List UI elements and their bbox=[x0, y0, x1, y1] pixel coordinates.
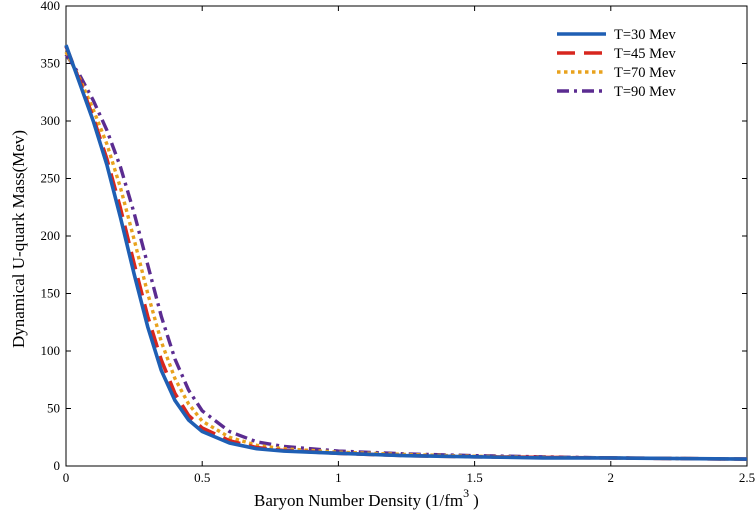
x-tick-label: 2.5 bbox=[739, 470, 755, 485]
y-tick-label: 100 bbox=[41, 343, 61, 358]
x-tick-label: 1 bbox=[335, 470, 342, 485]
legend-label: T=30 Mev bbox=[614, 27, 676, 43]
y-tick-label: 350 bbox=[41, 56, 61, 71]
series-line-t-70-mev bbox=[64, 51, 748, 461]
series-lines bbox=[64, 44, 748, 461]
x-tick-label: 1.5 bbox=[466, 470, 482, 485]
x-axis-title: Baryon Number Density (1/fm3) bbox=[254, 486, 479, 510]
x-tick-label: 0.5 bbox=[194, 470, 210, 485]
x-tick-label: 2 bbox=[608, 470, 615, 485]
y-tick-label: 200 bbox=[41, 228, 61, 243]
series-line-t-30-mev bbox=[64, 44, 748, 461]
y-tick-label: 0 bbox=[54, 458, 61, 473]
y-tick-label: 300 bbox=[41, 113, 61, 128]
legend-label: T=45 Mev bbox=[614, 46, 676, 62]
y-tick-label: 50 bbox=[47, 401, 60, 416]
y-tick-label: 400 bbox=[41, 0, 61, 13]
y-axis-ticks: 0 50 100 150 200 250 300 350 400 bbox=[41, 0, 747, 473]
legend-label: T=70 Mev bbox=[614, 65, 676, 81]
x-axis-title-main: Baryon Number Density (1/fm bbox=[254, 491, 463, 510]
legend: T=30 Mev T=45 Mev T=70 Mev T=90 Mev bbox=[557, 27, 676, 100]
x-tick-label: 0 bbox=[63, 470, 70, 485]
legend-label: T=90 Mev bbox=[614, 84, 676, 100]
x-axis-ticks: 0 0.5 1 1.5 2 2.5 bbox=[63, 6, 755, 485]
x-axis-title-close: ) bbox=[473, 491, 479, 510]
x-axis-title-superscript: 3 bbox=[463, 486, 469, 500]
plot-area bbox=[65, 5, 748, 467]
y-tick-label: 150 bbox=[41, 286, 61, 301]
y-tick-label: 250 bbox=[41, 171, 61, 186]
y-axis-title: Dynamical U-quark Mass(Mev) bbox=[9, 130, 28, 348]
